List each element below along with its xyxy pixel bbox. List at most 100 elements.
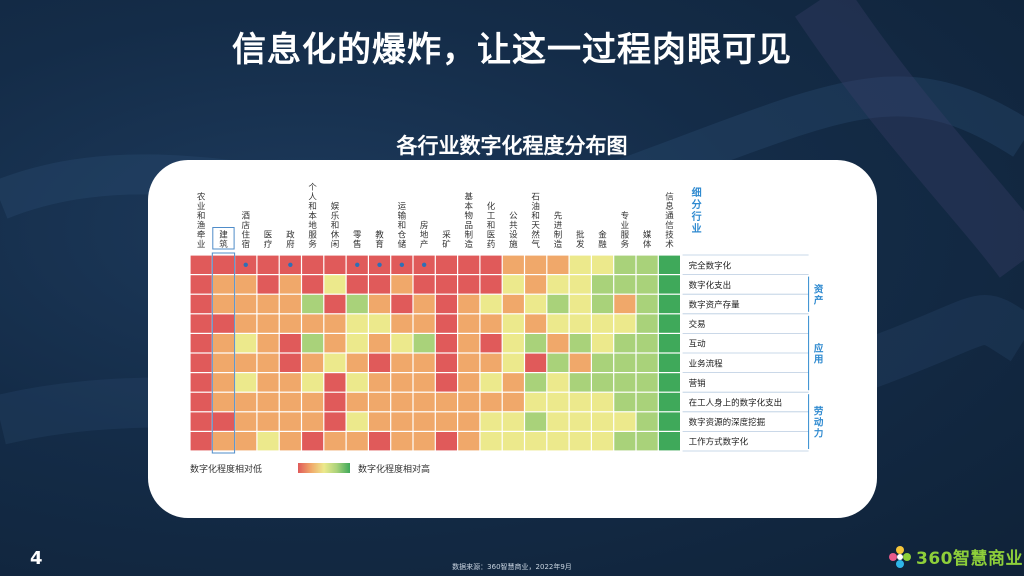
heatmap-cell: [502, 373, 524, 392]
marker-dot: [421, 262, 427, 267]
highlight-column-box: [211, 252, 236, 454]
heatmap-cell: [525, 275, 547, 294]
heatmap-cell: [636, 432, 658, 451]
heatmap-cell: [190, 294, 212, 314]
heatmap-cell: [212, 294, 234, 314]
heatmap-cell: [525, 334, 547, 353]
flower-logo-icon: [889, 545, 911, 568]
industry-label: 建筑: [219, 230, 228, 251]
heatmap-cell: [435, 255, 457, 274]
heatmap-cell: [279, 294, 301, 314]
heatmap-cell: [547, 353, 569, 372]
heatmap-cell: [302, 334, 324, 353]
heatmap-cell: [435, 314, 457, 333]
row-label: 营销: [689, 378, 707, 389]
heatmap-cell: [502, 334, 524, 353]
heatmap-cell: [592, 392, 614, 412]
heatmap-cell: [346, 392, 368, 412]
industry-label: 医疗: [264, 231, 273, 251]
heatmap-cell: [212, 275, 234, 294]
heatmap-cell: [413, 275, 435, 294]
heatmap-cell: [257, 294, 279, 314]
heatmap-cell: [302, 373, 324, 392]
heatmap-cell: [592, 412, 614, 431]
heatmap-cell: [212, 373, 234, 392]
heatmap-cell: [547, 314, 569, 333]
heatmap-cell: [525, 294, 547, 314]
heatmap-cell: [592, 314, 614, 333]
heatmap-cell: [525, 412, 547, 431]
heatmap-cell: [324, 334, 346, 353]
heatmap-cell: [324, 255, 346, 274]
legend-gradient-bar: [298, 463, 350, 473]
heatmap-cell: [525, 255, 547, 274]
heatmap-cell: [525, 432, 547, 451]
heatmap-cell: [569, 373, 591, 392]
heatmap-cell: [369, 432, 391, 451]
heatmap-cell: [592, 275, 614, 294]
heatmap-cell: [658, 432, 680, 451]
heatmap-cell: [502, 294, 524, 314]
industry-label: 教育: [375, 230, 384, 251]
heatmap-cell: [257, 334, 279, 353]
heatmap-cell: [190, 255, 212, 274]
heatmap-cell: [257, 275, 279, 294]
heatmap-cell: [569, 353, 591, 372]
industry-label: 石油和天然气: [531, 193, 540, 251]
heatmap-cell: [547, 294, 569, 314]
heatmap-cell: [636, 373, 658, 392]
heatmap-cell: [547, 373, 569, 392]
heatmap-cell: [569, 432, 591, 451]
heatmap-cell: [480, 353, 502, 372]
heatmap-cell: [324, 373, 346, 392]
heatmap-cell: [636, 314, 658, 333]
industry-label: 农业和渔牵业: [197, 192, 206, 251]
row-label: 互动: [689, 339, 707, 350]
heatmap-cell: [569, 275, 591, 294]
heatmap-cell: [346, 334, 368, 353]
industry-label: 政府: [286, 230, 295, 251]
heatmap-cell: [614, 314, 636, 333]
heatmap-cell: [190, 334, 212, 353]
industry-label: 信息通信技术: [665, 192, 674, 251]
heatmap-cell: [480, 412, 502, 431]
heatmap-cell: [502, 432, 524, 451]
industry-label: 酒店住宿: [241, 212, 250, 251]
heatmap-cell: [369, 373, 391, 392]
heatmap-cell: [302, 294, 324, 314]
heatmap-cell: [502, 412, 524, 431]
heatmap-cell: [369, 314, 391, 333]
heatmap-cell: [279, 353, 301, 372]
slide-title: 信息化的爆炸，让这一过程肉眼可见: [232, 30, 792, 70]
industry-label: 先进制造: [554, 211, 563, 251]
heatmap-cell: [636, 275, 658, 294]
heatmap-cell: [547, 432, 569, 451]
heatmap-cell: [190, 314, 212, 333]
heatmap-cell: [190, 392, 212, 412]
heatmap-cell: [502, 392, 524, 412]
heatmap-cell: [458, 334, 480, 353]
heatmap-cell: [212, 314, 234, 333]
heatmap-cell: [592, 255, 614, 274]
industry-label: 零售: [353, 231, 362, 251]
heatmap-cell: [257, 392, 279, 412]
heatmap-cell: [346, 353, 368, 372]
heatmap-cell: [391, 353, 413, 372]
heatmap-cell: [592, 432, 614, 451]
logo-text: 360智慧商业: [916, 549, 1023, 569]
heatmap-cell: [413, 294, 435, 314]
heatmap-cell: [636, 334, 658, 353]
heatmap-cell: [235, 392, 257, 412]
heatmap-cell: [257, 412, 279, 431]
heatmap-cell: [391, 392, 413, 412]
heatmap-cell: [636, 412, 658, 431]
heatmap-cell: [279, 334, 301, 353]
heatmap-cell: [212, 432, 234, 451]
heatmap-cell: [569, 255, 591, 274]
heatmap-cell: [391, 314, 413, 333]
heatmap-cell: [658, 334, 680, 353]
industry-label: 媒体: [643, 231, 652, 251]
heatmap-cell: [279, 275, 301, 294]
heatmap-cell: [435, 275, 457, 294]
heatmap-cell: [369, 294, 391, 314]
